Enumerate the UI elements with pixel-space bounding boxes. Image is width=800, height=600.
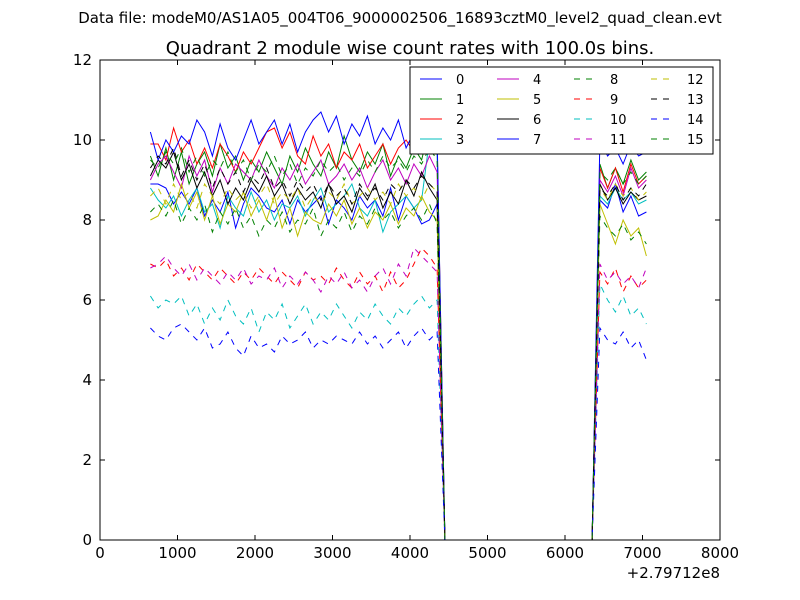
- legend-label-14: 14: [687, 113, 704, 128]
- legend-box: [409, 66, 714, 155]
- y-tick-label: 6: [82, 291, 92, 309]
- legend-label-7: 7: [533, 133, 541, 148]
- x-tick-label: 1000: [158, 544, 196, 562]
- x-tick-label: 3000: [313, 544, 351, 562]
- x-axis-offset-label: +2.79712e8: [627, 564, 720, 582]
- legend-label-5: 5: [533, 93, 541, 108]
- series-line-11: [150, 247, 647, 541]
- x-tick-label: 4000: [391, 544, 429, 562]
- legend-label-15: 15: [687, 133, 704, 148]
- legend-label-4: 4: [533, 73, 541, 88]
- y-tick-label: 8: [82, 211, 92, 229]
- legend-label-0: 0: [456, 73, 464, 88]
- legend-label-6: 6: [533, 113, 541, 128]
- x-tick-label: 7000: [623, 544, 661, 562]
- y-tick-label: 10: [73, 131, 92, 149]
- figure-suptitle: Data file: modeM0/AS1A05_004T06_90000025…: [78, 9, 722, 28]
- legend-label-11: 11: [610, 133, 627, 148]
- x-tick-label: 6000: [546, 544, 584, 562]
- y-tick-label: 2: [82, 451, 92, 469]
- legend-label-10: 10: [610, 113, 627, 128]
- x-tick-label: 2000: [236, 544, 274, 562]
- legend-label-8: 8: [610, 73, 618, 88]
- chart-title: Quadrant 2 module wise count rates with …: [166, 38, 655, 59]
- x-tick-label: 0: [95, 544, 105, 562]
- legend-label-9: 9: [610, 93, 618, 108]
- series-line-12: [150, 182, 647, 541]
- y-tick-label: 12: [73, 51, 92, 69]
- legend-label-13: 13: [687, 93, 704, 108]
- axes-layer: 0 1000 2000 3000 4000 5000 6000 7000 80000246810…: [73, 51, 739, 562]
- series-line-8: [150, 198, 647, 541]
- legend-label-1: 1: [456, 93, 464, 108]
- x-tick-label: 5000: [468, 544, 506, 562]
- legend-label-2: 2: [456, 113, 464, 128]
- y-tick-label: 0: [82, 531, 92, 549]
- legend-label-12: 12: [687, 73, 704, 88]
- legend-label-3: 3: [456, 133, 464, 148]
- y-tick-label: 4: [82, 371, 92, 389]
- x-tick-label: 8000: [701, 544, 739, 562]
